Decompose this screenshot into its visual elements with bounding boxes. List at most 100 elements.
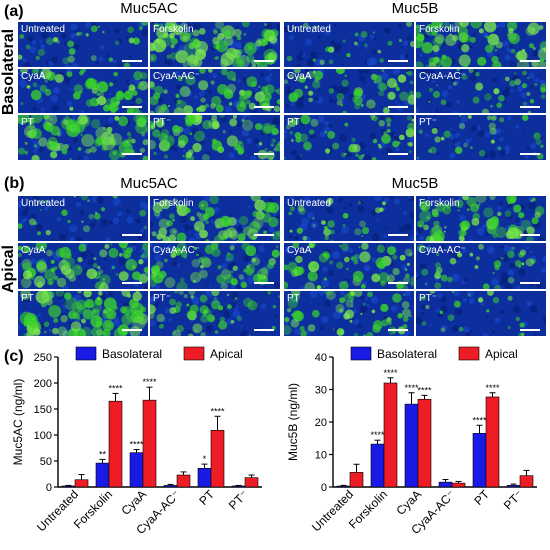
x-tick-label: Untreated — [34, 487, 81, 534]
tile-label: Untreated — [287, 24, 331, 35]
micrograph-tile: Untreated — [18, 196, 148, 242]
micrograph-tile: CyaA — [18, 68, 148, 114]
y-tick-label: 150 — [34, 404, 52, 416]
y-tick-label: 50 — [40, 456, 52, 468]
y-tick-label: 20 — [315, 417, 327, 429]
legend-swatch — [183, 346, 205, 361]
micrograph-tile: PT — [284, 115, 414, 160]
micrograph-texture — [416, 115, 544, 160]
x-tick-label: PT — [471, 487, 492, 508]
micrograph-texture — [150, 243, 280, 289]
y-tick-label: 0 — [321, 482, 327, 494]
micrograph-texture — [284, 22, 414, 67]
scale-bar — [122, 328, 142, 331]
significance-label: * — [203, 454, 207, 464]
y-tick-label: 200 — [34, 378, 52, 390]
micrograph-tile: PT⁻ — [416, 290, 546, 336]
scale-bar — [520, 328, 540, 331]
tile-label: PT⁻ — [153, 117, 172, 129]
bar-basolateral — [336, 485, 351, 488]
x-tick-label: PT — [196, 487, 217, 508]
tile-label: Forskolin — [419, 24, 460, 35]
panel-c-letter: (c) — [4, 348, 24, 365]
bar-apical — [383, 382, 398, 488]
muc5b-chart-svg: 0 10 20 30 40 Muc5B (ng/ml) Basolateral Apical U… — [286, 346, 537, 537]
micrograph-tile: Untreated — [284, 196, 414, 242]
muc5ac-chart-svg: 0 50 100 150 200 250 Muc5AC (ng/ml) Basolateral… — [11, 346, 262, 537]
image-grid-a-muc5ac: Untreated Forskolin CyaA CyaA-AC⁻ PT PT⁻ — [18, 22, 280, 160]
tile-label: CyaA-AC⁻ — [419, 70, 466, 82]
significance-label: **** — [417, 385, 432, 395]
micrograph-tile: Forskolin — [416, 22, 546, 67]
bar-basolateral — [231, 485, 246, 488]
legend-label: Apical — [485, 347, 518, 361]
tile-label: CyaA — [287, 245, 312, 257]
micrograph-texture — [18, 196, 148, 242]
micrograph-tile: PT⁻ — [150, 115, 280, 160]
scale-bar — [520, 106, 540, 109]
tile-label: Untreated — [21, 24, 65, 35]
significance-label: **** — [210, 406, 225, 416]
grid-title-b-muc5ac: Muc5AC — [120, 175, 178, 192]
muc5ac-bar-chart: 0 50 100 150 200 250 Muc5AC (ng/ml) Basolateral… — [0, 345, 275, 550]
tile-label: CyaA — [287, 70, 312, 82]
micrograph-tile: Forskolin — [150, 196, 280, 242]
scale-bar — [520, 59, 540, 62]
micrograph-texture — [150, 196, 280, 242]
legend-label: Apical — [210, 347, 243, 361]
tile-label: CyaA — [21, 245, 46, 257]
legend-label: Basolateral — [377, 347, 437, 361]
scale-bar — [122, 59, 142, 62]
micrograph-tile: CyaA — [284, 243, 414, 289]
significance-label: **** — [370, 430, 385, 440]
y-tick-label: 10 — [315, 450, 327, 462]
legend-label: Basolateral — [102, 347, 162, 361]
grid-title-a-muc5ac: Muc5AC — [120, 0, 178, 17]
bar-apical — [142, 399, 157, 488]
significance-label: **** — [383, 368, 398, 378]
scale-bar — [122, 281, 142, 284]
micrograph-tile: CyaA-AC⁻ — [150, 68, 280, 114]
x-tick-label: CyaA — [393, 487, 424, 518]
scale-bar — [122, 234, 142, 237]
bar-apical — [74, 479, 89, 488]
bar-apical — [485, 396, 500, 488]
tile-label: PT⁻ — [419, 117, 438, 129]
x-tick-label: CyaA — [118, 487, 149, 518]
tile-label: CyaA-AC⁻ — [419, 245, 466, 257]
tile-label: PT⁻ — [153, 292, 172, 304]
image-grid-b-muc5b: Untreated Forskolin CyaA CyaA-AC⁻ PT PT⁻ — [284, 196, 546, 336]
tile-label: CyaA-AC⁻ — [153, 70, 200, 82]
scale-bar — [388, 59, 408, 62]
bar-apical — [519, 475, 534, 488]
micrograph-texture — [18, 243, 148, 289]
tile-label: PT — [287, 117, 300, 129]
micrograph-texture — [150, 115, 280, 160]
micrograph-texture — [284, 68, 414, 114]
micrograph-texture — [18, 22, 148, 67]
bar-apical — [176, 474, 191, 488]
scale-bar — [520, 281, 540, 284]
scale-bar — [122, 152, 142, 155]
image-grid-b-muc5ac: Untreated Forskolin CyaA CyaA-AC⁻ PT PT⁻ — [18, 196, 280, 336]
bar-basolateral — [197, 467, 212, 488]
micrograph-texture — [416, 68, 546, 114]
micrograph-texture — [284, 243, 414, 289]
bar-basolateral — [472, 433, 487, 488]
y-tick-label: 30 — [315, 385, 327, 397]
tile-label: Untreated — [21, 198, 65, 209]
micrograph-tile: CyaA — [18, 243, 148, 289]
tile-label: PT — [21, 117, 34, 129]
scale-bar — [254, 281, 274, 284]
bar-basolateral — [95, 462, 110, 488]
micrograph-texture — [18, 115, 148, 160]
micrograph-texture — [150, 68, 280, 114]
y-tick-label: 100 — [34, 430, 52, 442]
scale-bar — [122, 106, 142, 109]
y-axis-label: Muc5AC (ng/ml) — [11, 379, 25, 466]
significance-label: **** — [404, 383, 419, 393]
micrograph-tile: Untreated — [18, 22, 148, 67]
micrograph-texture — [150, 290, 280, 336]
panel-b-letter: (b) — [4, 175, 25, 192]
significance-label: **** — [129, 440, 144, 450]
